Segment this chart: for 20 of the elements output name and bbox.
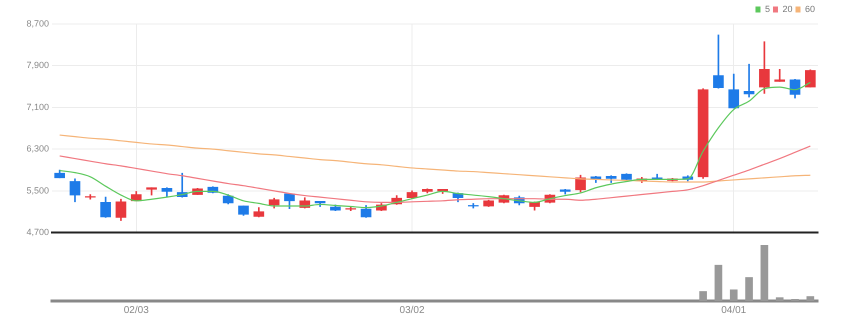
bar [745, 277, 753, 301]
y-tick-label: 7,100 [26, 102, 49, 112]
y-tick-label: 4,700 [26, 227, 49, 238]
y-tick-label: 6,300 [26, 144, 49, 154]
bar [760, 245, 768, 301]
y-tick-label: 5,500 [26, 185, 49, 196]
candlestick [468, 203, 479, 208]
y-tick-label: 7,900 [26, 60, 49, 70]
bar [776, 297, 784, 301]
bar [806, 296, 814, 301]
x-tick-label: 04/01 [721, 304, 747, 316]
bar [699, 291, 707, 301]
bar [714, 264, 722, 301]
y-tick-label: 8,700 [26, 18, 49, 28]
x-tick-label: 03/02 [400, 304, 425, 316]
legend-label: 20 [782, 4, 792, 14]
x-tick-label: 02/03 [124, 304, 150, 316]
legend-label: 60 [804, 4, 816, 14]
legend-label: 5 [764, 4, 770, 14]
bar [730, 289, 738, 301]
